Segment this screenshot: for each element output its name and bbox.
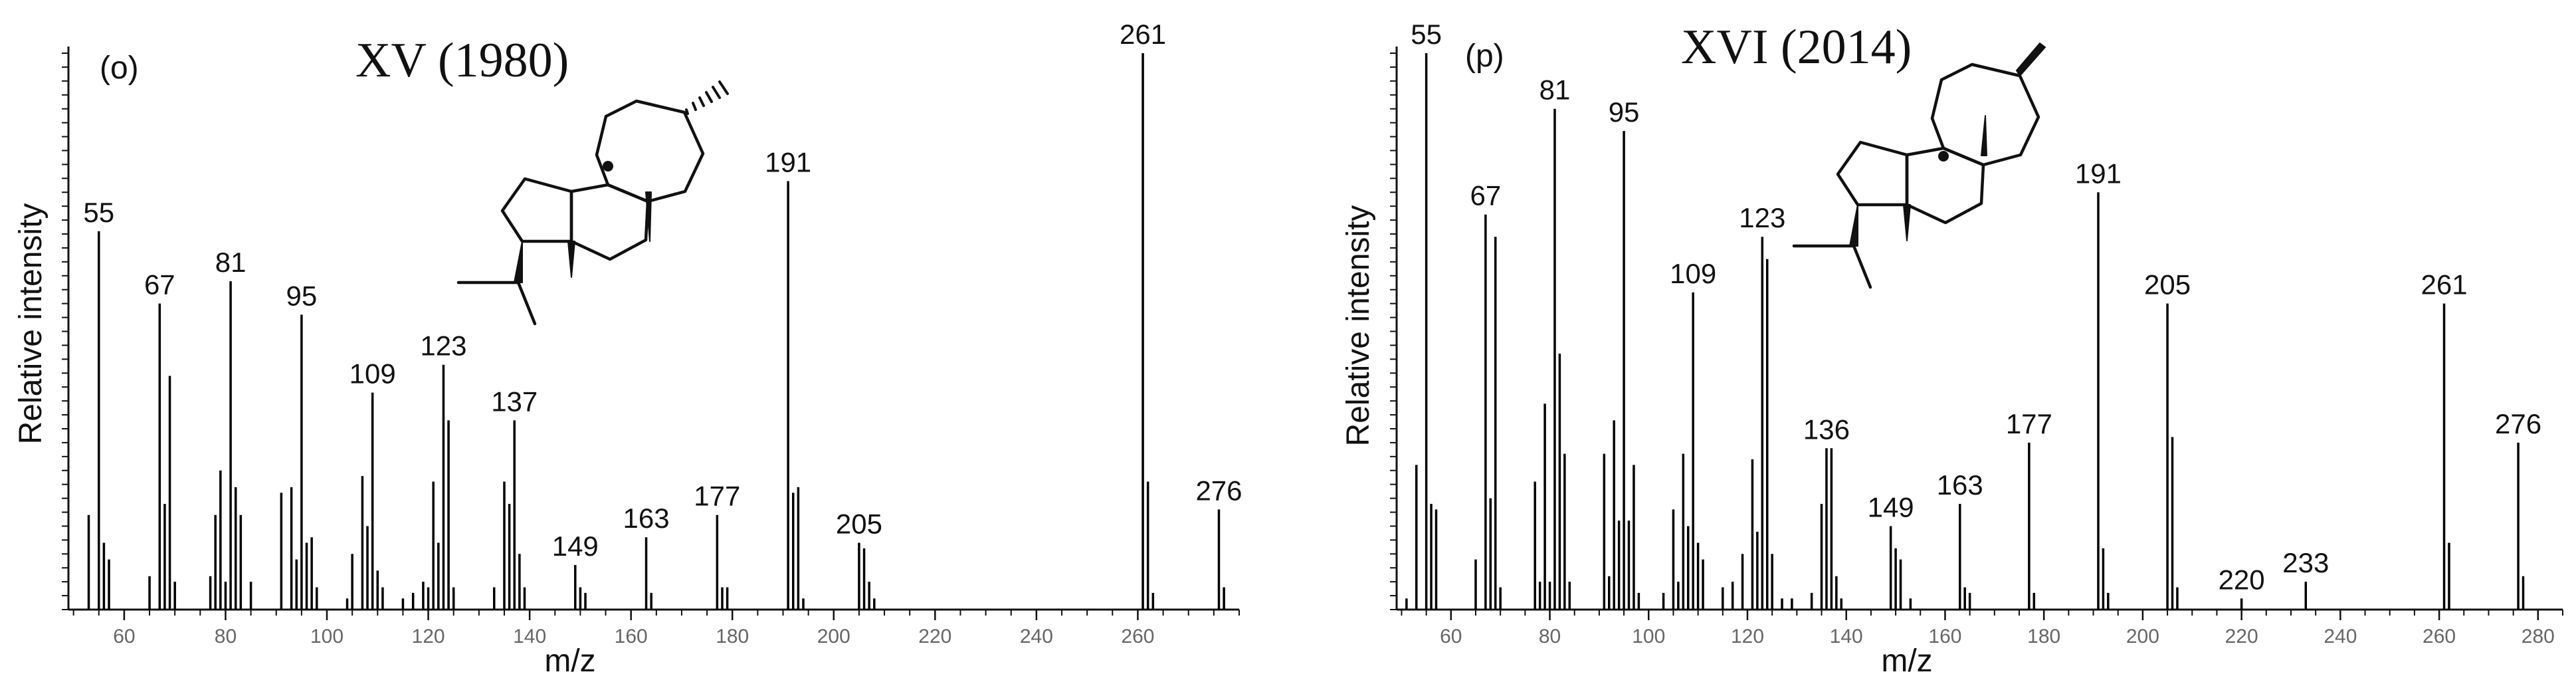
x-tick-label: 100 <box>1632 626 1665 647</box>
x-tick-label: 220 <box>2225 626 2258 647</box>
peak-label: 205 <box>2144 269 2191 300</box>
peak-label: 261 <box>2421 269 2467 300</box>
peak-label: 136 <box>1803 413 1850 445</box>
peak-label: 233 <box>2282 547 2329 578</box>
peak-label: 177 <box>694 481 740 512</box>
x-tick-label: 100 <box>310 626 344 647</box>
peak-label: 191 <box>765 147 811 178</box>
peak-label: 191 <box>2075 158 2122 189</box>
x-tick-label: 160 <box>1928 626 1961 647</box>
peak-label: 276 <box>2495 408 2541 439</box>
peak-label: 67 <box>1470 180 1501 211</box>
peak-label: 95 <box>1609 96 1640 128</box>
y-axis-label-o: Relative intensity <box>13 203 49 445</box>
x-tick-label: 200 <box>2126 626 2159 647</box>
x-tick-label: 80 <box>215 626 237 647</box>
panel-label-o: (o) <box>100 51 139 86</box>
x-tick-label: 120 <box>412 626 445 647</box>
x-tick-label: 140 <box>1830 626 1863 647</box>
peak-label: 55 <box>83 197 114 228</box>
axes-o: 60 80 100 120 140 160 180 200 220 240 260 <box>62 47 1240 647</box>
peak-labels-o: 55 67 81 95 109 123 137 149 163 177 191 205 261 276 <box>83 19 1242 562</box>
peak-label: 67 <box>144 269 175 300</box>
peak-label: 137 <box>491 386 538 417</box>
x-tick-label: 60 <box>113 626 135 647</box>
x-tick-label: 180 <box>2027 626 2060 647</box>
peak-label: 149 <box>552 530 599 562</box>
spectrum-panel-p: (p) XVI (2014) Relative intensity m/z 60… <box>1341 19 2563 679</box>
x-tick-label: 140 <box>513 626 546 647</box>
peak-label: 163 <box>623 503 670 534</box>
x-tick-label: 120 <box>1731 626 1764 647</box>
peak-sticks-o <box>87 53 1225 610</box>
peak-label: 55 <box>1411 19 1442 50</box>
axes-p: 60 80 100 120 140 160 180 200 220 240 260 280 <box>1390 47 2563 647</box>
peak-label: 123 <box>420 330 466 362</box>
y-axis-label-p: Relative intensity <box>1341 205 1376 447</box>
peak-sticks-p <box>1405 53 2525 610</box>
molecular-structure-xv <box>456 80 729 326</box>
x-tick-label: 180 <box>716 626 749 647</box>
peak-label: 205 <box>836 509 882 540</box>
x-tick-label: 260 <box>1121 626 1154 647</box>
peak-label: 109 <box>349 358 396 390</box>
peak-label: 81 <box>1539 74 1571 106</box>
peak-label: 261 <box>1120 19 1166 50</box>
peak-label: 123 <box>1739 202 1785 233</box>
hashed-methyl-bond-xv <box>685 80 729 115</box>
peak-label: 149 <box>1868 491 1914 522</box>
peak-label: 276 <box>1195 475 1242 506</box>
peak-label: 220 <box>2219 564 2265 595</box>
peak-label: 95 <box>286 280 318 311</box>
peak-label: 81 <box>215 247 247 278</box>
x-axis-label-o: m/z <box>544 643 595 679</box>
x-tick-label: 240 <box>2324 626 2357 647</box>
x-tick-label: 200 <box>817 626 850 647</box>
x-tick-label: 220 <box>918 626 951 647</box>
x-tick-label: 60 <box>1440 626 1462 647</box>
molecular-structure-xvi <box>1792 43 2046 289</box>
peak-label: 163 <box>1937 469 1983 501</box>
peak-label: 177 <box>2006 408 2052 439</box>
x-axis-label-p: m/z <box>1881 643 1932 679</box>
chart-title-xvi: XVI (2014) <box>1681 20 1912 74</box>
peak-label: 109 <box>1670 258 1716 289</box>
x-tick-label: 240 <box>1020 626 1053 647</box>
x-tick-label: 160 <box>615 626 648 647</box>
spectrum-panel-o: (o) XV (1980) Relative intensity m/z 60 8… <box>13 19 1242 679</box>
x-tick-label: 80 <box>1539 626 1561 647</box>
x-tick-label: 280 <box>2522 626 2555 647</box>
panel-label-p: (p) <box>1465 39 1504 74</box>
peak-labels-p: 55 67 81 95 109 123 136 149 163 177 191 205 220 233 26… <box>1411 19 2541 595</box>
x-tick-label: 260 <box>2423 626 2456 647</box>
chart-title-xv: XV (1980) <box>355 33 569 88</box>
